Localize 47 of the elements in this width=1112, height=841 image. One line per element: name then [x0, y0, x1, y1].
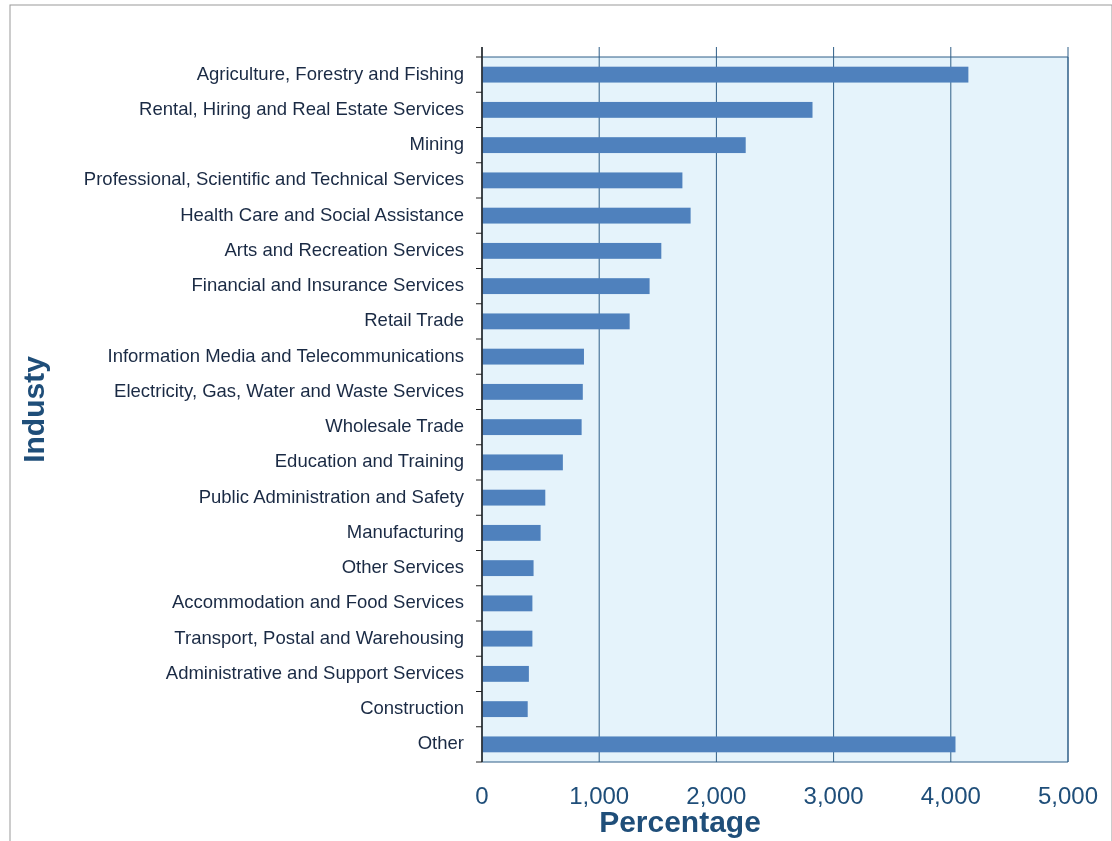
- bar: [482, 454, 563, 471]
- y-tick-label: Health Care and Social Assistance: [180, 203, 464, 225]
- x-tick-label: 5,000: [1037, 782, 1099, 809]
- bar: [482, 630, 533, 647]
- x-tick-label: 0: [475, 782, 489, 809]
- y-tick-label: Other Services: [341, 556, 464, 578]
- y-tick-label: Electricity, Gas, Water and Waste Services: [114, 379, 464, 401]
- y-tick-label: Construction: [360, 697, 464, 719]
- y-tick-label: Transport, Postal and Warehousing: [174, 626, 464, 648]
- bar: [482, 207, 691, 224]
- bar: [482, 560, 534, 577]
- x-tick-label: 3,000: [803, 782, 864, 809]
- y-tick-label: Information Media and Telecommunications: [107, 344, 464, 366]
- y-tick-label: Education and Training: [274, 450, 464, 472]
- bar: [482, 595, 533, 612]
- bar: [482, 383, 583, 400]
- bar: [482, 489, 546, 506]
- bar: [482, 101, 813, 118]
- bar: [482, 419, 582, 436]
- bar: [482, 348, 584, 365]
- y-tick-label: Other: [417, 732, 464, 754]
- y-tick-label: Mining: [409, 133, 464, 155]
- x-tick-label: 4,000: [920, 782, 981, 809]
- bar: [482, 665, 529, 682]
- bar: [482, 278, 650, 295]
- bar: [482, 736, 956, 753]
- bar: [482, 137, 746, 154]
- y-tick-label: Manufacturing: [346, 520, 464, 542]
- y-tick-label: Rental, Hiring and Real Estate Services: [139, 97, 464, 119]
- x-tick-label: 2,000: [686, 782, 747, 809]
- y-tick-label: Retail Trade: [364, 309, 464, 331]
- bar: [482, 701, 528, 718]
- y-tick-label: Public Administration and Safety: [198, 485, 465, 507]
- y-tick-label: Accommodation and Food Services: [171, 591, 464, 613]
- y-tick-label: Financial and Insurance Services: [191, 274, 464, 296]
- x-tick-label: 1,000: [569, 782, 630, 809]
- bar: [482, 313, 630, 330]
- y-tick-label: Agriculture, Forestry and Fishing: [196, 62, 464, 84]
- y-tick-label: Professional, Scientific and Technical Services: [83, 168, 464, 190]
- y-axis-title: Industy: [17, 355, 50, 463]
- bar: [482, 242, 662, 259]
- y-tick-label: Administrative and Support Services: [165, 661, 464, 683]
- bar: [482, 524, 541, 541]
- bar: [482, 66, 969, 83]
- y-tick-label: Arts and Recreation Services: [224, 238, 464, 260]
- bar: [482, 172, 683, 189]
- y-tick-label: Wholesale Trade: [325, 415, 464, 437]
